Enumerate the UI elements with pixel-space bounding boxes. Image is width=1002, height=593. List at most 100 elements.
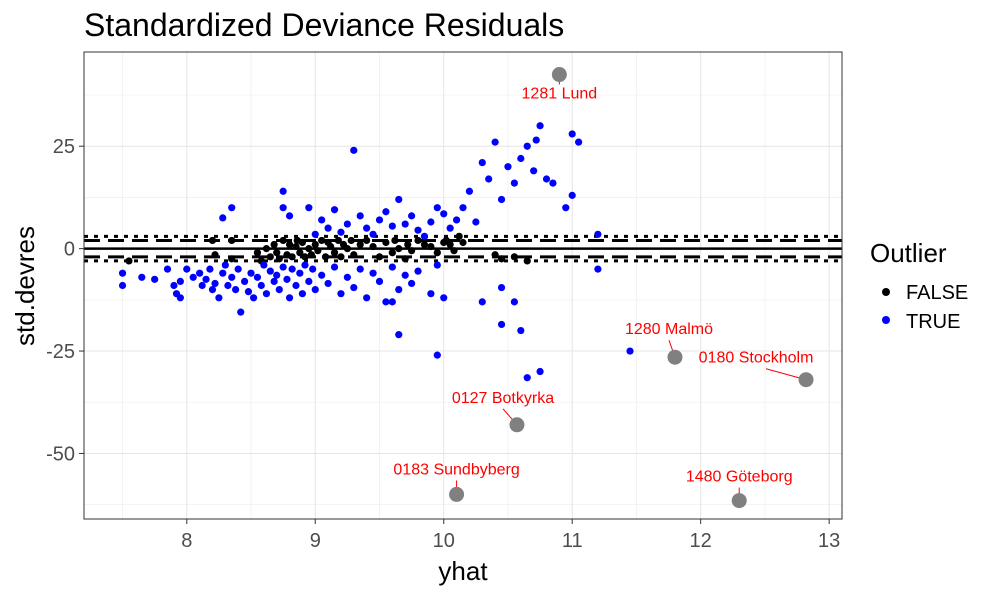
point-false <box>455 232 463 240</box>
point-true <box>497 195 506 204</box>
point-false <box>270 240 278 249</box>
point-true <box>388 298 396 306</box>
legend-key-true <box>882 316 890 324</box>
point-true <box>309 265 317 273</box>
point-false <box>253 249 262 257</box>
point-true <box>440 210 448 218</box>
point-true <box>279 204 287 212</box>
point-true <box>318 216 326 224</box>
y-tick-label: 25 <box>53 136 75 158</box>
point-true <box>517 154 525 163</box>
point-false <box>510 253 518 261</box>
point-true <box>202 275 210 283</box>
point-true <box>375 277 384 286</box>
point-true <box>465 187 474 195</box>
point-true <box>189 273 197 281</box>
point-true <box>279 263 287 271</box>
point-false <box>307 251 315 259</box>
point-true <box>350 146 358 154</box>
point-false <box>330 249 339 257</box>
point-false <box>301 253 309 261</box>
point-true <box>234 265 242 273</box>
point-true <box>382 298 390 306</box>
x-tick-label: 11 <box>562 530 583 552</box>
point-true <box>283 275 291 283</box>
point-false <box>420 240 429 249</box>
point-true <box>414 267 422 275</box>
point-true <box>452 216 461 224</box>
point-true <box>427 290 435 298</box>
point-false <box>275 255 283 263</box>
point-false <box>446 240 454 249</box>
point-true <box>363 224 371 232</box>
point-true <box>433 204 441 212</box>
x-tick-label: 10 <box>433 530 455 552</box>
point-true <box>626 347 634 355</box>
point-true <box>215 294 223 302</box>
point-true <box>305 277 313 286</box>
point-true <box>510 298 518 306</box>
point-true <box>356 212 364 220</box>
data-points <box>118 122 634 382</box>
point-true <box>285 294 294 302</box>
point-true <box>219 214 227 222</box>
point-true <box>296 269 304 277</box>
point-true <box>183 265 191 273</box>
point-true <box>337 290 345 298</box>
point-true <box>324 279 332 288</box>
x-tick-label: 9 <box>310 530 321 552</box>
panel-background <box>84 52 842 519</box>
point-true <box>211 279 219 288</box>
point-true <box>244 288 253 296</box>
point-true <box>478 298 486 306</box>
point-true <box>408 212 416 220</box>
plot-panel <box>84 52 842 519</box>
point-true <box>270 277 278 286</box>
point-true <box>395 195 403 204</box>
point-true <box>138 273 146 281</box>
x-tick-label: 13 <box>818 530 840 552</box>
point-false <box>208 236 217 245</box>
point-true <box>594 230 602 238</box>
point-true <box>343 220 351 228</box>
point-false <box>408 247 416 255</box>
point-true <box>350 283 358 292</box>
point-false <box>459 238 467 247</box>
highlighted-point <box>667 349 683 365</box>
point-true <box>170 281 178 290</box>
point-true <box>330 263 339 271</box>
point-true <box>427 218 435 226</box>
y-axis-title: std.devres <box>10 226 40 346</box>
point-true <box>260 261 268 269</box>
point-true <box>247 269 255 277</box>
point-true <box>292 281 300 290</box>
point-false <box>414 236 422 245</box>
annotation-label: 1281 Lund <box>522 86 598 103</box>
outlier-annotations: 1281 Lund 1280 Malmö 0180 Stockholm 0127 Bo… <box>393 67 814 509</box>
point-false <box>391 236 399 245</box>
point-false <box>298 238 307 247</box>
point-false <box>318 236 326 245</box>
point-false <box>321 253 330 261</box>
point-true <box>375 216 384 224</box>
point-true <box>228 273 236 281</box>
point-false <box>401 255 409 263</box>
point-true <box>568 130 576 138</box>
point-true <box>485 175 493 183</box>
point-true <box>401 271 409 279</box>
point-false <box>427 242 435 251</box>
point-false <box>334 236 342 245</box>
point-false <box>288 253 296 261</box>
point-true <box>298 290 307 298</box>
point-true <box>356 265 364 273</box>
point-true <box>221 261 229 269</box>
point-false <box>285 240 294 249</box>
point-true <box>568 191 576 199</box>
point-true <box>369 269 377 277</box>
point-true <box>478 159 486 167</box>
point-true <box>510 179 518 187</box>
legend-key-false <box>882 288 890 296</box>
point-false <box>266 253 274 261</box>
point-true <box>176 277 184 286</box>
point-false <box>296 249 304 257</box>
